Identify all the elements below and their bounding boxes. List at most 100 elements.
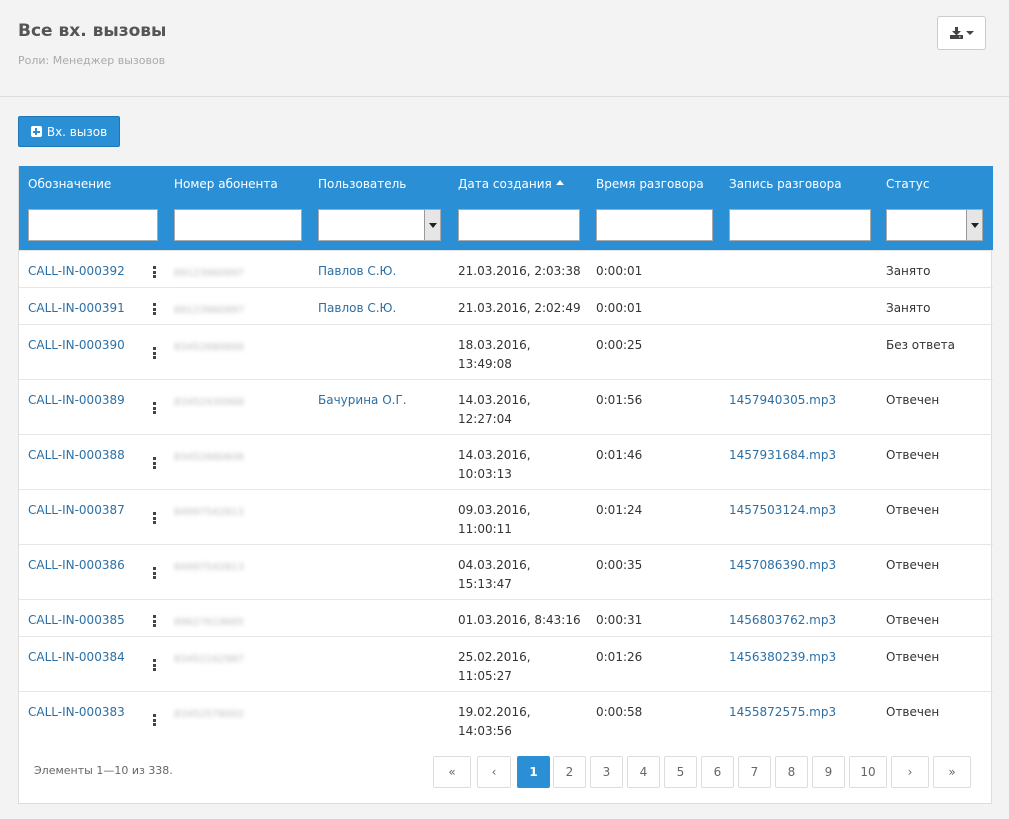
- subscriber-number: 83452680606: [174, 452, 244, 463]
- page-button-4[interactable]: 4: [627, 756, 660, 788]
- row-actions-icon[interactable]: [153, 266, 157, 278]
- recording-link[interactable]: 1457931684.mp3: [729, 448, 837, 462]
- page-title: Все вх. вызовы: [18, 21, 167, 41]
- recording-link[interactable]: 1457940305.mp3: [729, 393, 837, 407]
- page-prev-button[interactable]: ‹: [477, 756, 511, 788]
- page-button-1[interactable]: 1: [517, 756, 550, 788]
- call-id-link[interactable]: CALL-IN-000392: [28, 264, 125, 278]
- created-date: 09.03.2016, 11:00:11: [458, 503, 531, 536]
- subscriber-number: 83452430968: [174, 397, 244, 408]
- recording-link[interactable]: 1457503124.mp3: [729, 503, 837, 517]
- created-date: 21.03.2016, 2:03:38: [458, 264, 581, 278]
- roles-label: Роли: Менеджер вызовов: [18, 54, 166, 67]
- page-button-10[interactable]: 10: [849, 756, 887, 788]
- row-actions-icon[interactable]: [153, 512, 157, 524]
- page-next-button[interactable]: ›: [891, 756, 929, 788]
- recording-link[interactable]: 1456803762.mp3: [729, 613, 837, 627]
- call-status: Отвечен: [886, 613, 940, 627]
- call-duration: 0:01:56: [596, 393, 643, 407]
- call-id-link[interactable]: CALL-IN-000390: [28, 338, 125, 352]
- call-id-link[interactable]: CALL-IN-000385: [28, 613, 125, 627]
- created-date: 25.02.2016, 11:05:27: [458, 650, 531, 683]
- filter-user-select[interactable]: [318, 209, 441, 241]
- row-actions-icon[interactable]: [153, 402, 157, 414]
- subscriber-number: 83452162987: [174, 654, 244, 665]
- column-header-date-label: Дата создания: [458, 177, 552, 191]
- column-header-phone[interactable]: Номер абонента: [174, 177, 278, 191]
- user-link[interactable]: Бачурина О.Г.: [318, 393, 407, 407]
- call-id-link[interactable]: CALL-IN-000387: [28, 503, 125, 517]
- page-button-8[interactable]: 8: [775, 756, 808, 788]
- recording-link[interactable]: 1455872575.mp3: [729, 705, 837, 719]
- call-duration: 0:00:58: [596, 705, 643, 719]
- add-incoming-call-button[interactable]: Вх. вызов: [18, 116, 120, 147]
- subscriber-number: 84997542813: [174, 507, 244, 518]
- row-actions-icon[interactable]: [153, 615, 157, 627]
- plus-square-icon: [30, 126, 42, 137]
- download-icon: [949, 27, 963, 39]
- filter-record-input[interactable]: [729, 209, 871, 241]
- page-button-3[interactable]: 3: [590, 756, 623, 788]
- row-actions-icon[interactable]: [153, 567, 157, 579]
- page-button-5[interactable]: 5: [664, 756, 697, 788]
- table-row: CALL-IN-000388 83452680606 14.03.2016, 10:…: [19, 434, 993, 489]
- export-button[interactable]: [937, 16, 986, 50]
- call-duration: 0:01:46: [596, 448, 643, 462]
- call-id-link[interactable]: CALL-IN-000383: [28, 705, 125, 719]
- column-header-status[interactable]: Статус: [886, 177, 930, 191]
- filter-phone-input[interactable]: [174, 209, 302, 241]
- call-id-link[interactable]: CALL-IN-000391: [28, 301, 125, 315]
- call-status: Отвечен: [886, 650, 940, 664]
- table-row: CALL-IN-000383 83452578002 19.02.2016, 14:…: [19, 691, 993, 746]
- page-last-button[interactable]: »: [933, 756, 971, 788]
- filter-duration-input[interactable]: [596, 209, 713, 241]
- created-date: 04.03.2016, 15:13:47: [458, 558, 531, 591]
- column-header-id[interactable]: Обозначение: [28, 177, 112, 191]
- call-id-link[interactable]: CALL-IN-000388: [28, 448, 125, 462]
- call-duration: 0:00:01: [596, 301, 643, 315]
- call-duration: 0:00:01: [596, 264, 643, 278]
- call-id-link[interactable]: CALL-IN-000384: [28, 650, 125, 664]
- page-button-7[interactable]: 7: [738, 756, 771, 788]
- filter-id-input[interactable]: [28, 209, 158, 241]
- column-header-record[interactable]: Запись разговора: [729, 177, 842, 191]
- call-id-link[interactable]: CALL-IN-000386: [28, 558, 125, 572]
- calls-table: Обозначение Номер абонента Пользователь …: [18, 166, 993, 804]
- recording-link[interactable]: 1457086390.mp3: [729, 558, 837, 572]
- column-header-user[interactable]: Пользователь: [318, 177, 407, 191]
- call-status: Отвечен: [886, 448, 940, 462]
- sort-asc-icon: [555, 180, 564, 185]
- created-date: 18.03.2016, 13:49:08: [458, 338, 531, 371]
- recording-link[interactable]: 1456380239.mp3: [729, 650, 837, 664]
- subscriber-number: 89123960997: [174, 305, 244, 316]
- call-id-link[interactable]: CALL-IN-000389: [28, 393, 125, 407]
- call-status: Занято: [886, 301, 931, 315]
- call-status: Отвечен: [886, 393, 940, 407]
- page-button-9[interactable]: 9: [812, 756, 845, 788]
- subscriber-number: 89627619665: [174, 617, 244, 628]
- subscriber-number: 83452578002: [174, 709, 244, 720]
- row-actions-icon[interactable]: [153, 347, 157, 359]
- created-date: 14.03.2016, 10:03:13: [458, 448, 531, 481]
- filter-status-select[interactable]: [886, 209, 983, 241]
- column-header-duration[interactable]: Время разговора: [596, 177, 704, 191]
- select-arrow-icon: [424, 210, 440, 240]
- user-link[interactable]: Павлов С.Ю.: [318, 301, 397, 315]
- table-row: CALL-IN-000386 84997542813 04.03.2016, 15:…: [19, 544, 993, 599]
- row-actions-icon[interactable]: [153, 457, 157, 469]
- row-actions-icon[interactable]: [153, 659, 157, 671]
- column-header-date[interactable]: Дата создания: [458, 177, 564, 191]
- select-arrow-icon: [966, 210, 982, 240]
- page-button-6[interactable]: 6: [701, 756, 734, 788]
- row-actions-icon[interactable]: [153, 714, 157, 726]
- call-status: Отвечен: [886, 558, 940, 572]
- filter-date-input[interactable]: [458, 209, 580, 241]
- row-actions-icon[interactable]: [153, 303, 157, 315]
- created-date: 19.02.2016, 14:03:56: [458, 705, 531, 738]
- table-row: CALL-IN-000389 83452430968 Бачурина О.Г. 14…: [19, 379, 993, 434]
- table-row: CALL-IN-000391 89123960997 Павлов С.Ю. 21.0…: [19, 287, 993, 324]
- page-button-2[interactable]: 2: [553, 756, 586, 788]
- created-date: 01.03.2016, 8:43:16: [458, 613, 581, 627]
- user-link[interactable]: Павлов С.Ю.: [318, 264, 397, 278]
- page-first-button[interactable]: «: [433, 756, 471, 788]
